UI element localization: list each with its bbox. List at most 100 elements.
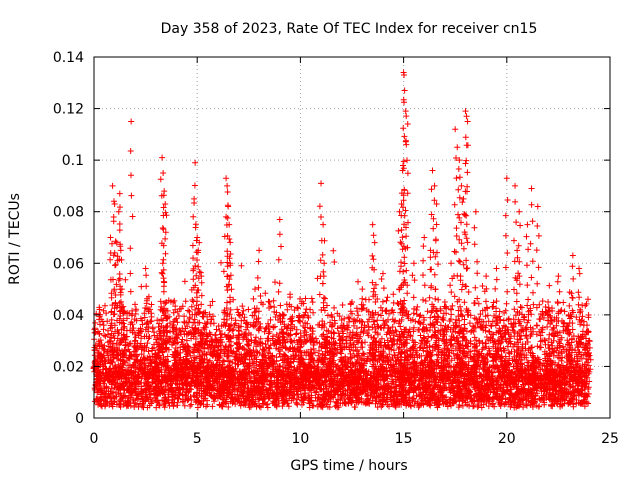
data-point [404,121,411,128]
data-point [160,170,167,177]
data-point [101,342,108,349]
data-point [280,311,287,318]
data-point [297,337,304,344]
x-tick-label: 25 [601,431,619,447]
data-point [427,247,434,254]
data-point [429,167,436,174]
data-point [196,239,203,246]
data-point [195,247,202,254]
data-point [192,159,199,166]
y-tick-label: 0.1 [62,153,84,169]
data-point [456,157,463,164]
data-point [115,208,122,215]
data-point [472,208,479,215]
data-point [565,311,572,318]
data-point [173,350,180,357]
data-point [524,221,531,228]
y-tick-label: 0.08 [53,205,84,221]
data-point [359,286,366,293]
data-point [287,291,294,298]
data-point [227,260,234,267]
data-point [128,118,135,125]
x-tick-label: 15 [395,431,413,447]
data-point [200,324,207,331]
data-point [225,203,232,210]
plot-frame [93,56,611,419]
data-point [226,221,233,228]
x-tick-label: 10 [291,431,309,447]
data-point [132,337,139,344]
data-point [369,221,376,228]
y-tick-label: 0.14 [53,50,84,66]
data-point [516,208,523,215]
data-point [379,270,386,277]
data-point [198,273,205,280]
data-point [528,185,535,192]
data-point [256,247,263,254]
data-point [433,200,440,207]
y-tick-label: 0 [75,411,84,427]
data-point [458,182,465,189]
data-point [545,298,552,305]
data-point [194,234,201,241]
data-point [183,337,190,344]
data-point [463,113,470,120]
x-axis-label: GPS time / hours [290,458,407,474]
data-point [276,216,283,223]
data-point [204,363,211,370]
chart-title: Day 358 of 2023, Rate Of TEC Index for r… [161,21,538,37]
y-tick-label: 0.06 [53,256,84,272]
background-noise-points [90,96,594,411]
data-point [338,317,345,324]
data-point [109,182,116,189]
data-point [321,260,328,267]
data-point [142,265,149,272]
data-point [318,180,325,187]
data-point [514,247,521,254]
data-point [214,337,221,344]
data-point [159,154,166,161]
data-point [452,126,459,133]
data-point [441,298,448,305]
scatter-points [90,69,594,411]
data-point [460,195,467,202]
data-point [399,167,406,174]
data-point [448,260,455,267]
data-point [401,87,408,94]
data-point [117,247,124,254]
data-point [245,342,252,349]
y-axis-label: ROTI / TECUs [7,193,23,285]
data-point [251,286,258,293]
data-point [328,311,335,318]
data-point [555,273,562,280]
data-point [92,358,99,365]
data-point [224,182,231,189]
data-point [152,363,159,370]
data-point [107,234,114,241]
data-point [161,188,168,195]
x-tick-label: 0 [90,431,99,447]
data-point [223,175,230,182]
axis-ticks [93,56,611,419]
data-point [162,200,169,207]
data-point [320,221,327,228]
data-point [349,298,355,305]
data-point [586,337,593,344]
data-point [454,144,461,151]
data-point [235,324,242,331]
data-point [371,239,378,246]
data-point [163,298,170,305]
data-point [116,190,123,197]
data-point [401,72,408,79]
y-tick-label: 0.04 [53,308,84,324]
data-point [512,182,519,189]
data-point [483,273,490,280]
data-point [464,118,471,125]
data-point [493,265,500,272]
data-point [402,108,409,115]
y-tick-label: 0.02 [53,359,84,375]
data-point [111,200,118,207]
data-point [503,175,510,182]
